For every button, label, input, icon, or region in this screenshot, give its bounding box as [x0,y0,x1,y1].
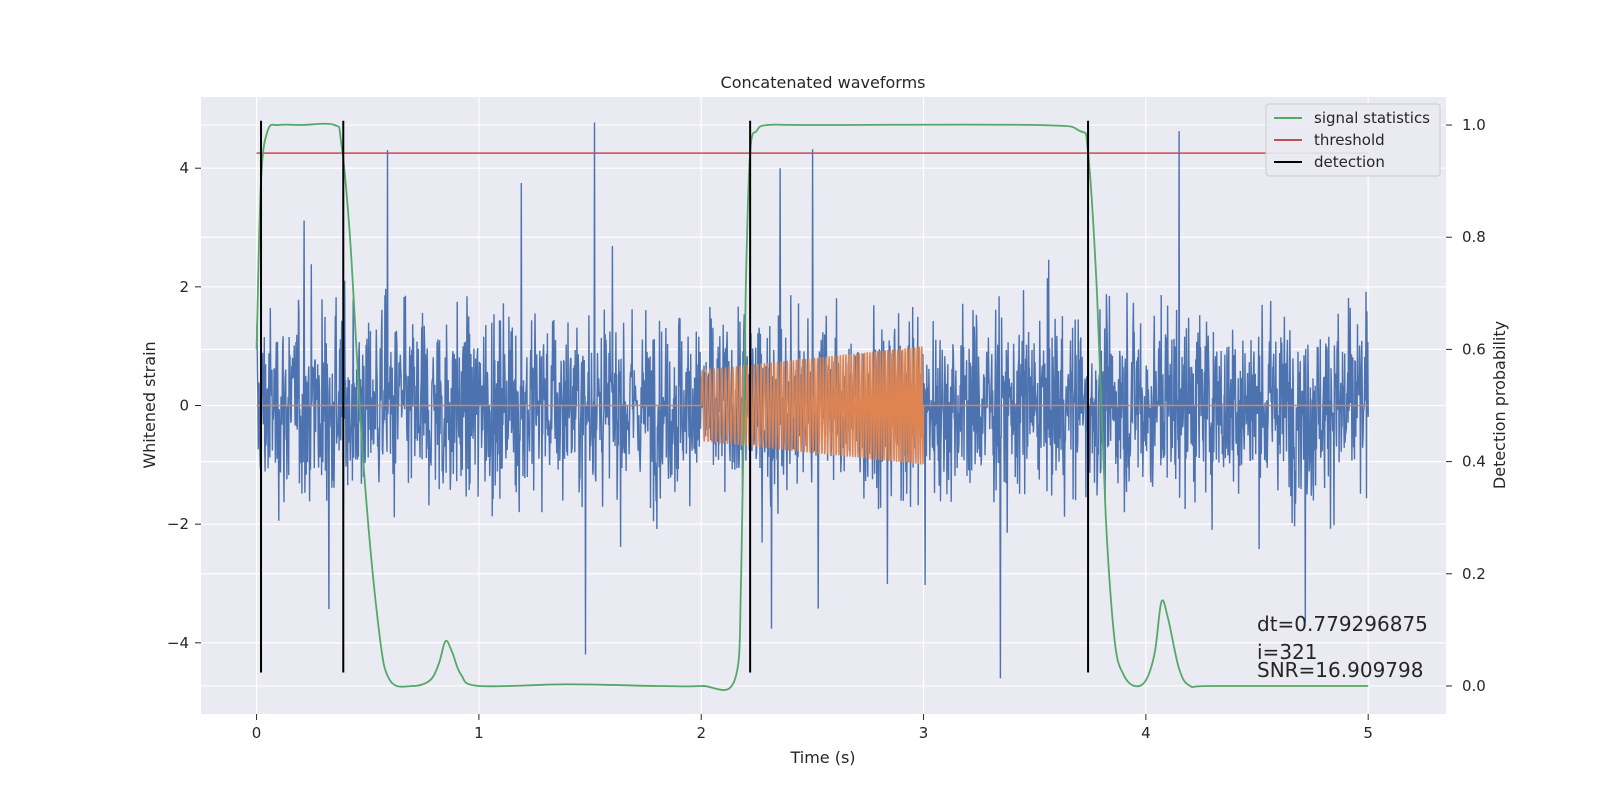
series-noise [255,122,1369,679]
y-tick-label-1: −2 [167,515,189,533]
y-tick-label-2: 0 [179,397,189,415]
y2-tick-label-4: 0.8 [1462,228,1486,246]
legend: signal statistics threshold detection [1265,103,1441,177]
x-axis-ticks: 0 1 2 3 4 5 [252,714,1373,742]
y2-tick-label-5: 1.0 [1462,116,1486,134]
legend-box [1265,103,1441,177]
y-tick-label-3: 2 [179,278,189,296]
legend-label-2: detection [1314,153,1385,171]
series-signal-statistics [255,122,1369,691]
y2-axis-ticks: 0.0 0.2 0.4 0.6 0.8 1.0 [1446,116,1486,695]
x-tick-label-4: 4 [1141,724,1151,742]
x-tick-label-5: 5 [1363,724,1373,742]
y-tick-label-4: 4 [179,159,189,177]
y-axis-label: Whitened strain [140,341,159,468]
y2-tick-label-1: 0.2 [1462,565,1486,583]
x-tick-label-1: 1 [474,724,484,742]
y-tick-label-0: −4 [167,634,189,652]
x-tick-label-3: 3 [919,724,929,742]
x-tick-label-2: 2 [696,724,706,742]
series-chirp [256,346,1369,466]
annotation-1: i=321 [1257,640,1318,664]
y2-tick-label-3: 0.6 [1462,340,1486,358]
annotation-2: SNR=16.909798 [1257,658,1423,682]
legend-label-0: signal statistics [1314,109,1430,127]
y-axis-ticks: −4 −2 0 2 4 [167,159,201,652]
chart-title: Concatenated waveforms [721,73,926,92]
signals [255,120,1369,691]
y2-axis-label: Detection probability [1490,321,1509,489]
legend-label-1: threshold [1314,131,1385,149]
annotation-0: dt=0.779296875 [1257,612,1428,636]
x-tick-label-0: 0 [252,724,262,742]
y2-tick-label-2: 0.4 [1462,453,1486,471]
x-axis-label: Time (s) [789,748,855,767]
y2-tick-label-0: 0.0 [1462,677,1486,695]
